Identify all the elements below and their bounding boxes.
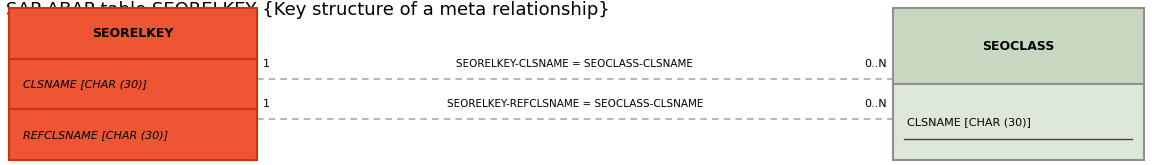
Bar [9, 8, 257, 59]
Text: CLSNAME [CHAR (30)]: CLSNAME [CHAR (30)] [907, 117, 1031, 127]
Text: 0..N: 0..N [864, 99, 887, 109]
Text: SEOCLASS: SEOCLASS [983, 40, 1054, 53]
Text: SAP ABAP table SEORELKEY {Key structure of a meta relationship}: SAP ABAP table SEORELKEY {Key structure … [6, 1, 609, 19]
Text: 0..N: 0..N [864, 59, 887, 69]
Text: SEORELKEY: SEORELKEY [92, 27, 174, 40]
Text: SEORELKEY-REFCLSNAME = SEOCLASS-CLSNAME: SEORELKEY-REFCLSNAME = SEOCLASS-CLSNAME [447, 99, 703, 109]
Text: 1: 1 [263, 99, 270, 109]
Text: REFCLSNAME [CHAR (30)]: REFCLSNAME [CHAR (30)] [23, 130, 168, 140]
Bar [9, 59, 257, 109]
Text: SEORELKEY-CLSNAME = SEOCLASS-CLSNAME: SEORELKEY-CLSNAME = SEOCLASS-CLSNAME [456, 59, 694, 69]
Bar [9, 109, 257, 160]
Bar [893, 8, 1144, 84]
Text: 1: 1 [263, 59, 270, 69]
Text: CLSNAME [CHAR (30)]: CLSNAME [CHAR (30)] [23, 79, 147, 89]
Bar [893, 84, 1144, 160]
